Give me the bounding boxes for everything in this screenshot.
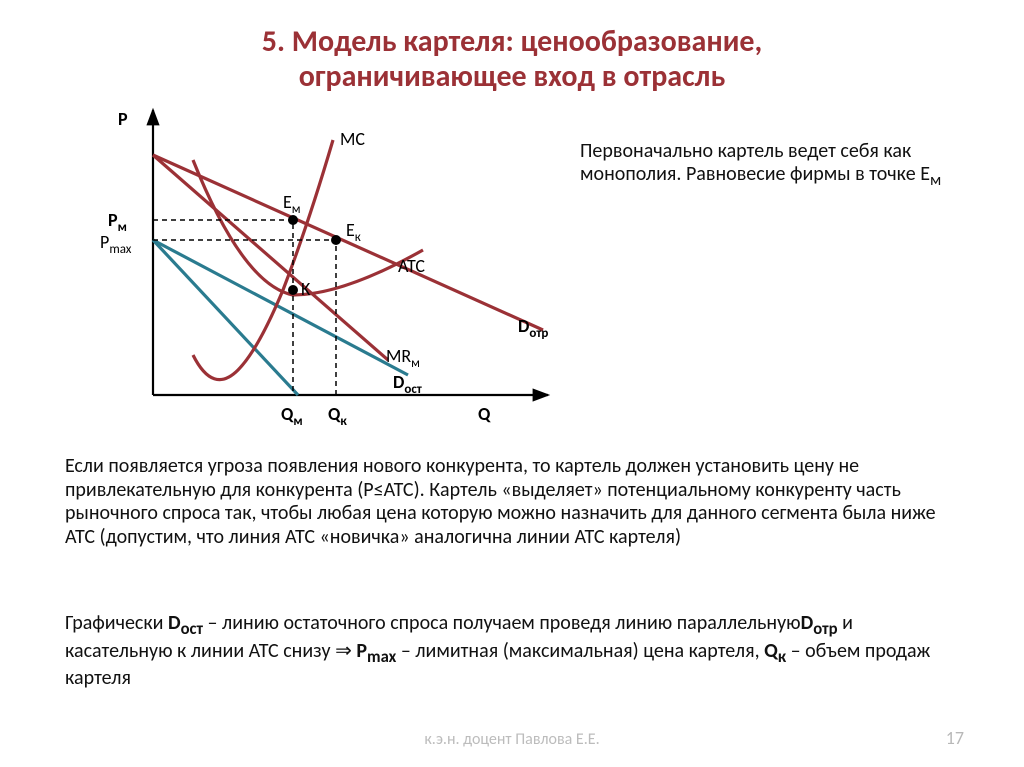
tick-Pmax: Pmax (100, 231, 132, 257)
label-ATC: ATC (398, 255, 425, 277)
point-Ek (331, 235, 341, 245)
curve-MC (193, 140, 333, 380)
point-K (288, 285, 298, 295)
footer-author: к.э.н. доцент Павлова Е.Е. (0, 730, 1024, 749)
label-MC: MC (340, 128, 365, 150)
slide-title: 5. Модель картеля: ценообразование, огра… (0, 0, 1024, 104)
paragraph-2: Графически Dост – линию остаточного спро… (65, 612, 960, 691)
side-description: Первоначально картель ведет себя как мон… (580, 140, 990, 190)
tick-Qk: Qк (328, 403, 347, 429)
tick-Pm: Pм (108, 209, 127, 235)
title-line-2: ограничивающее вход в отрасль (299, 58, 726, 95)
curve-ATC (193, 160, 423, 295)
page-number: 17 (946, 727, 964, 749)
tick-Qm: Qм (281, 403, 303, 429)
title-line-1: 5. Модель картеля: ценообразование, (262, 23, 763, 60)
economics-chart: P Q Eм Eк K MC ATC Dотр Dост MRм Pм Pmax… (88, 100, 568, 440)
curve-Dost (153, 240, 408, 375)
axis-label-Q: Q (478, 403, 491, 425)
label-K: K (301, 278, 311, 300)
label-Dotr: Dотр (518, 315, 548, 341)
paragraph-1: Если появляется угроза появления нового … (65, 455, 960, 549)
guide-Ek (153, 240, 336, 395)
axis-label-P: P (118, 108, 128, 130)
chart-svg: P Q Eм Eк K MC ATC Dотр Dост MRм Pм Pmax… (88, 100, 568, 440)
